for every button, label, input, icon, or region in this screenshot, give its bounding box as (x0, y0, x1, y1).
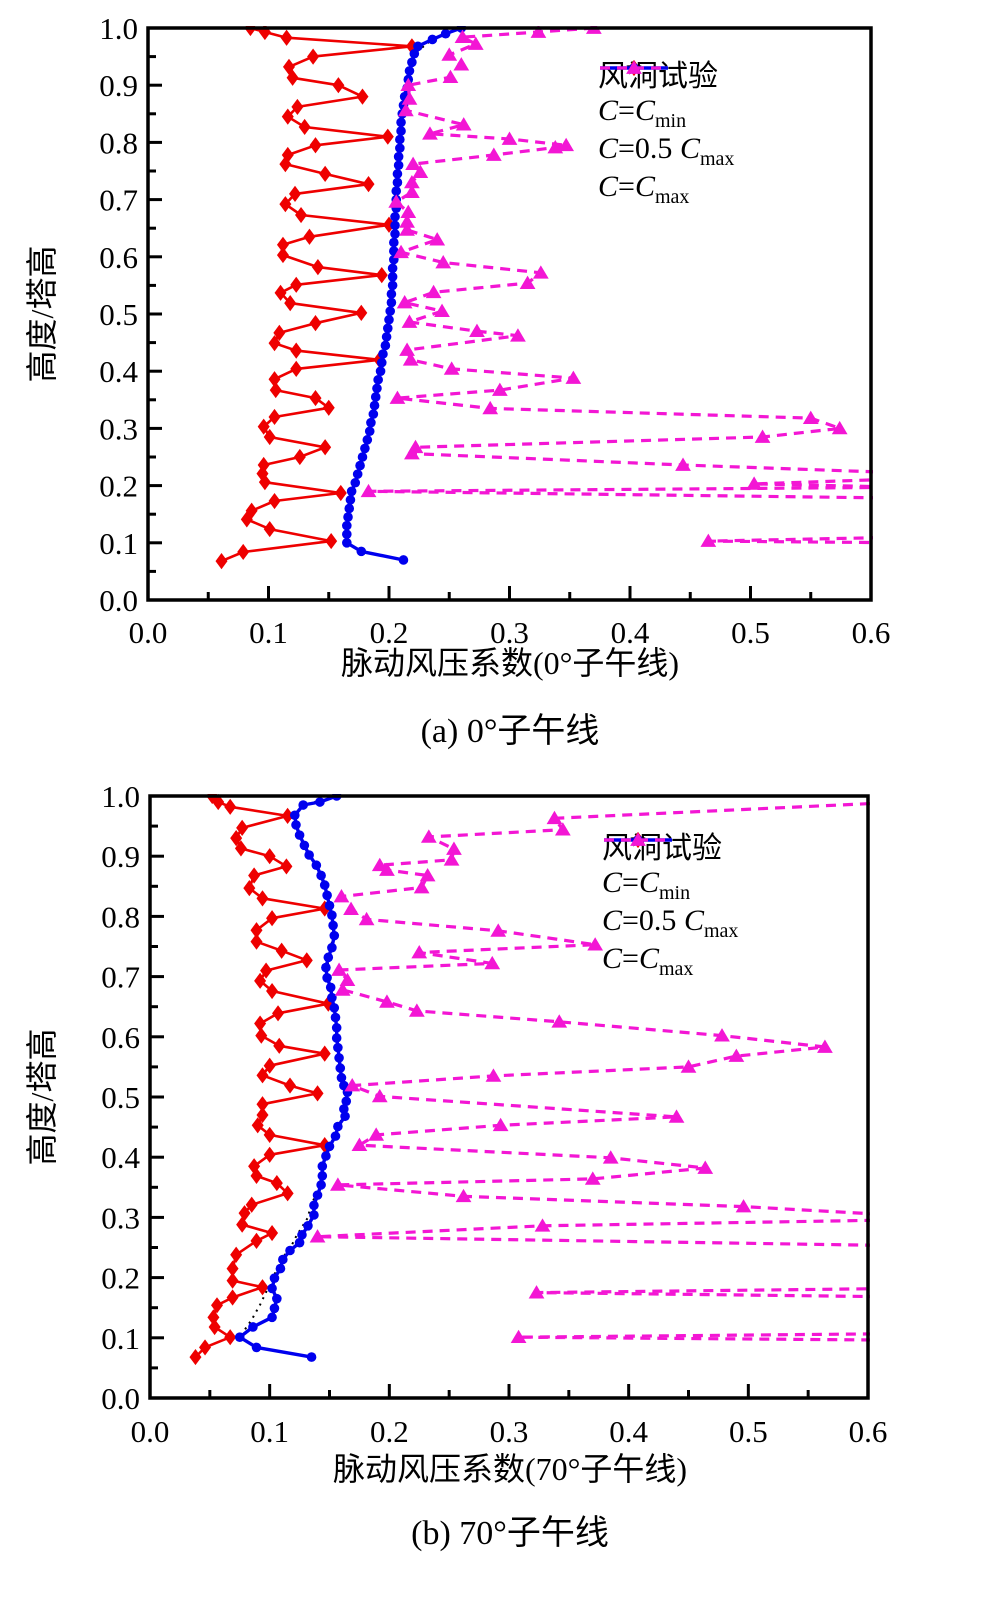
svg-text:0.9: 0.9 (99, 68, 138, 103)
legend-label: C=0.5 Cmax (598, 131, 735, 170)
chart-a-legend: 风洞试验 C=Cmin C=0.5 Cmax C=Cmax (598, 56, 734, 208)
svg-text:0.0: 0.0 (129, 615, 168, 650)
svg-text:0.1: 0.1 (99, 526, 138, 561)
svg-text:1.0: 1.0 (101, 779, 140, 814)
legend-label: C=Cmin (602, 865, 691, 904)
svg-text:0.7: 0.7 (99, 183, 138, 218)
svg-text:0.4: 0.4 (609, 1414, 648, 1449)
svg-text:0.6: 0.6 (852, 615, 891, 650)
chart-a-y-axis-title: 高度/塔高 (24, 245, 60, 383)
cmax-line-triangle-icon (600, 60, 668, 74)
legend-label: C=Cmin (598, 93, 687, 132)
legend-row-cmin: C=Cmin (602, 831, 738, 904)
svg-text:0.2: 0.2 (99, 469, 138, 504)
svg-text:0.3: 0.3 (490, 615, 529, 650)
legend-row-half-cmax: C=0.5 Cmax (602, 835, 739, 942)
legend-label: C=Cmax (602, 941, 694, 980)
svg-text:0.8: 0.8 (99, 125, 138, 160)
svg-text:0.6: 0.6 (849, 1414, 888, 1449)
chart-b-y-axis-title: 高度/塔高 (24, 1028, 60, 1166)
svg-text:0.0: 0.0 (131, 1414, 170, 1449)
chart-a-caption: (a) 0°子午线 (420, 713, 600, 750)
legend-label: C=Cmax (598, 169, 690, 208)
svg-text:0.5: 0.5 (99, 297, 138, 332)
svg-text:0.2: 0.2 (370, 615, 409, 650)
svg-text:0.1: 0.1 (249, 615, 288, 650)
svg-text:0.0: 0.0 (101, 1381, 140, 1416)
cmax-line-triangle-icon (604, 832, 672, 846)
chart-b-x-axis-title: 脉动风压系数(70°子午线) (332, 1451, 688, 1487)
chart-b-canvas: 0.0 0.1 0.2 0.3 0.4 0.5 0.6 0.0 0.1 0.2 0.3 0.4 0.5 0… (101, 779, 888, 1449)
legend-row-cmin: C=Cmin (598, 59, 734, 132)
legend-label: C=0.5 Cmax (602, 903, 739, 942)
svg-text:0.6: 0.6 (101, 1020, 140, 1055)
svg-text:0.7: 0.7 (101, 960, 140, 995)
svg-text:1.0: 1.0 (99, 11, 138, 46)
svg-text:0.6: 0.6 (99, 240, 138, 275)
legend-row-half-cmax: C=0.5 Cmax (598, 63, 735, 170)
svg-text:0.3: 0.3 (490, 1414, 529, 1449)
svg-text:0.5: 0.5 (729, 1414, 768, 1449)
legend-label: 风洞试验 (602, 832, 722, 865)
chart-a-x-axis-title: 脉动风压系数(0°子午线) (340, 645, 680, 681)
legend-row-cmax: C=Cmax (602, 832, 738, 980)
svg-text:0.2: 0.2 (370, 1414, 409, 1449)
svg-text:0.8: 0.8 (101, 899, 140, 934)
svg-text:0.0: 0.0 (99, 583, 138, 618)
svg-text:0.2: 0.2 (101, 1261, 140, 1296)
svg-text:0.5: 0.5 (731, 615, 770, 650)
svg-text:0.4: 0.4 (101, 1140, 140, 1175)
svg-text:0.3: 0.3 (99, 411, 138, 446)
legend-row-cmax: C=Cmax (598, 60, 734, 208)
svg-text:0.4: 0.4 (99, 354, 138, 389)
chart-b-caption: (b) 70°子午线 (411, 1515, 609, 1552)
svg-text:0.9: 0.9 (101, 839, 140, 874)
svg-text:0.5: 0.5 (101, 1080, 140, 1115)
svg-text:0.1: 0.1 (250, 1414, 289, 1449)
chart-b-legend: 风洞试验 C=Cmin C=0.5 Cmax C=Cmax (602, 828, 738, 980)
chart-a-canvas: 0.0 0.1 0.2 0.3 0.4 0.5 0.6 0.0 0.1 0.2 0.3 0.4 0.5 0… (99, 11, 891, 650)
svg-text:0.4: 0.4 (611, 615, 650, 650)
legend-label: 风洞试验 (598, 60, 718, 93)
svg-text:0.1: 0.1 (101, 1321, 140, 1356)
svg-text:0.3: 0.3 (101, 1200, 140, 1235)
